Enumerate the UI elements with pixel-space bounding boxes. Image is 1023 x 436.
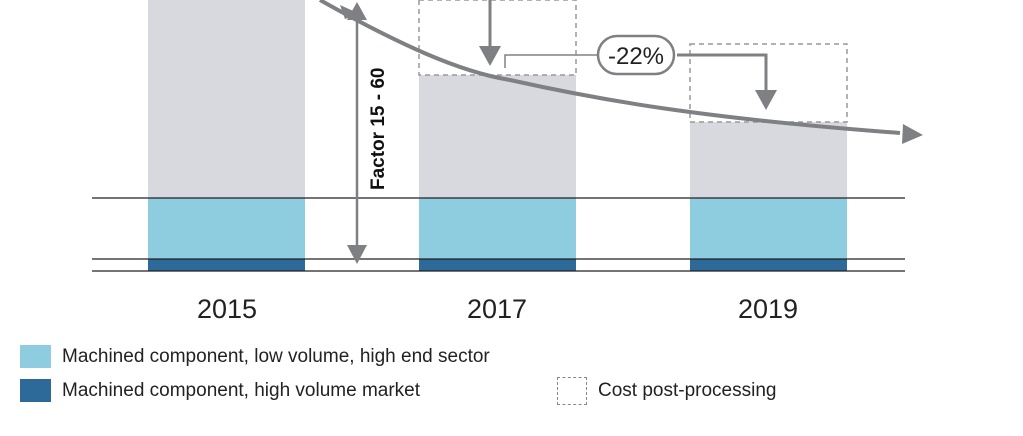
legend-swatch-post-processing	[557, 377, 587, 405]
legend-label-low-volume: Machined component, low volume, high end…	[62, 345, 490, 367]
bar-2015-grey	[148, 0, 305, 198]
legend-label-post-processing: Cost post-processing	[598, 380, 777, 401]
legend-item-high-volume: Machined component, high volume market	[20, 379, 420, 402]
legend-item-low-volume: Machined component, low volume, high end…	[20, 345, 490, 368]
reduction-badge	[596, 34, 676, 76]
legend: Machined component, low volume, high end…	[20, 345, 1010, 425]
tick-label-2015: 2015	[197, 294, 257, 324]
legend-label-high-volume: Machined component, high volume market	[62, 379, 421, 401]
bar-2017-grey	[419, 75, 576, 198]
cost-trend-curve	[319, 0, 901, 135]
factor-label: Factor 15 - 60	[368, 68, 389, 191]
down-arrow-2019-head	[755, 90, 777, 110]
bar-2017-low-volume	[419, 198, 576, 259]
legend-swatch-low-volume	[20, 345, 51, 368]
bar-2015-low-volume	[148, 198, 305, 259]
legend-swatch-high-volume	[20, 379, 51, 402]
down-arrow-2019-shaft	[677, 53, 768, 95]
bar-2019-grey	[690, 122, 847, 198]
tick-label-2019: 2019	[738, 294, 798, 324]
factor-arrow-head-bottom	[347, 245, 367, 264]
bar-2017-high-volume	[419, 259, 576, 271]
factor-arrow-head-top	[347, 2, 367, 20]
chart-canvas: Factor 15 - 60 -22% 2015 2017 2019	[92, 0, 923, 324]
tick-label-2017: 2017	[467, 294, 527, 324]
reduction-label: -22%	[608, 43, 664, 70]
bar-2019-low-volume	[690, 198, 847, 259]
bar-2019-high-volume	[690, 259, 847, 271]
legend-item-post-processing: Cost post-processing	[557, 377, 776, 405]
bar-2015-high-volume	[148, 259, 305, 271]
reduction-connector	[504, 54, 600, 68]
cost-trend-arrowhead	[902, 124, 923, 144]
down-arrow-2017-head	[479, 46, 501, 66]
post-processing-box-2017	[418, 0, 577, 76]
